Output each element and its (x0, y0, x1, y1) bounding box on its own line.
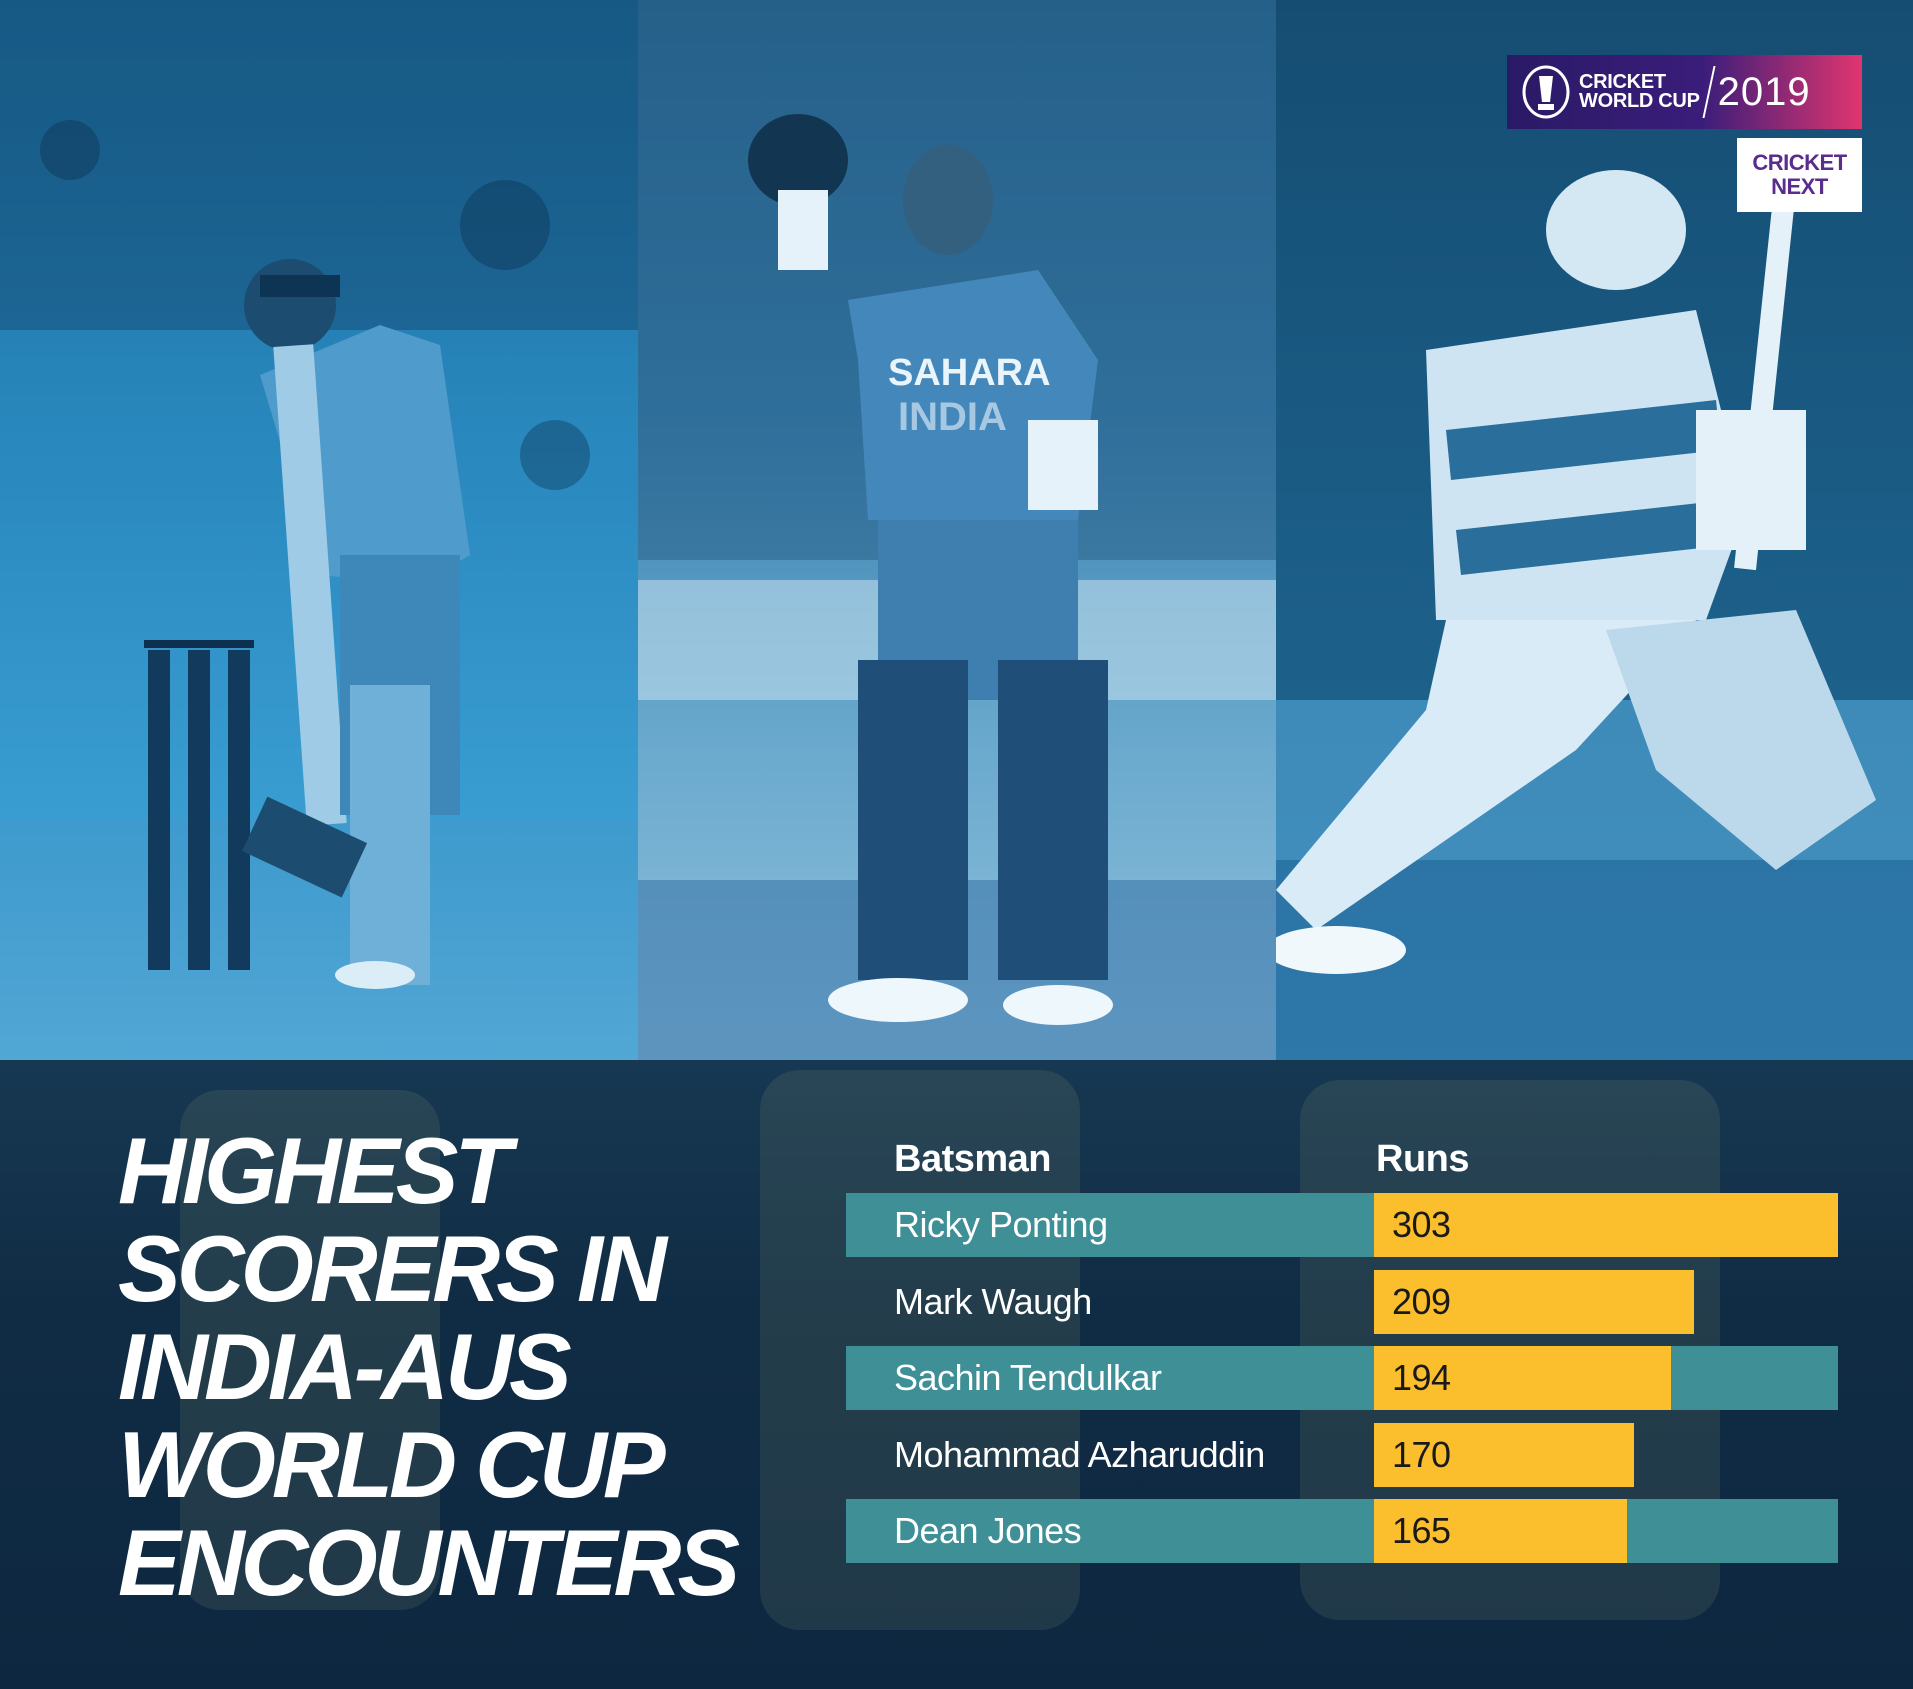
faded-player-silhouette (180, 1090, 440, 1610)
cricket-world-cup-2019-logo: CRICKET WORLD CUP 2019 (1507, 55, 1862, 129)
jersey-text-2: INDIA (898, 395, 1007, 439)
photo-collage: SAHARA INDIA (0, 0, 1913, 1060)
photo-panel-batsman-drive (0, 0, 638, 1060)
headline-line-2: SCORERS IN (118, 1216, 667, 1321)
logo-divider (1702, 66, 1716, 118)
photo-panel-batsman-celebration: SAHARA INDIA (638, 0, 1276, 1060)
runs-value-label: 194 (1392, 1357, 1451, 1398)
chart-row-band (846, 1346, 1838, 1410)
batsman-drive-image (242, 259, 470, 989)
chart-row-band (846, 1499, 1838, 1563)
logo-cwc-year: 2019 (1717, 69, 1811, 114)
stumps-image (144, 640, 254, 970)
runs-value-label: 209 (1392, 1281, 1451, 1322)
logo-cwc-line2: WORLD CUP (1579, 90, 1700, 112)
headline-line-4: WORLD CUP (118, 1412, 666, 1517)
headline-line-5: ENCOUNTERS (118, 1510, 740, 1615)
crowd-blob (40, 120, 100, 180)
batsman-name-label: Mohammad Azharuddin (894, 1434, 1265, 1475)
batsman-name-label: Ricky Ponting (894, 1204, 1108, 1245)
batsman-name-label: Mark Waugh (894, 1281, 1092, 1322)
logo-cwc-line1: CRICKET (1579, 71, 1666, 93)
runs-value-label: 170 (1392, 1434, 1451, 1475)
batsman-column-header: Batsman (894, 1138, 1052, 1180)
batsman-name-label: Sachin Tendulkar (894, 1357, 1162, 1398)
cricketnext-logo: CRICKET NEXT (1737, 138, 1862, 212)
runs-bar (1374, 1346, 1671, 1410)
runs-bar (1374, 1270, 1694, 1334)
logo-cricketnext-line2: NEXT (1771, 174, 1828, 199)
runs-value-label: 303 (1392, 1204, 1451, 1245)
trophy-icon (1522, 65, 1570, 119)
crowd-blob (460, 180, 550, 270)
logo-cricketnext-line1: CRICKET (1752, 150, 1847, 175)
crowd-blob (520, 420, 590, 490)
infographic-headline: HIGHEST SCORERS IN INDIA-AUS WORLD CUP E… (118, 1122, 838, 1612)
runs-bar (1374, 1499, 1627, 1563)
headline-line-1: HIGHEST (118, 1118, 512, 1223)
jersey-text-1: SAHARA (888, 352, 1051, 394)
headline-line-3: INDIA-AUS (118, 1314, 572, 1419)
runs-value-label: 165 (1392, 1510, 1451, 1551)
runs-bar (1374, 1193, 1838, 1257)
batsman-celebration-image: SAHARA INDIA (748, 114, 1113, 1025)
runs-column-header: Runs (1376, 1138, 1470, 1180)
batsman-cut-image (1276, 150, 1876, 974)
batsman-name-label: Dean Jones (894, 1510, 1082, 1551)
runs-bar (1374, 1423, 1634, 1487)
